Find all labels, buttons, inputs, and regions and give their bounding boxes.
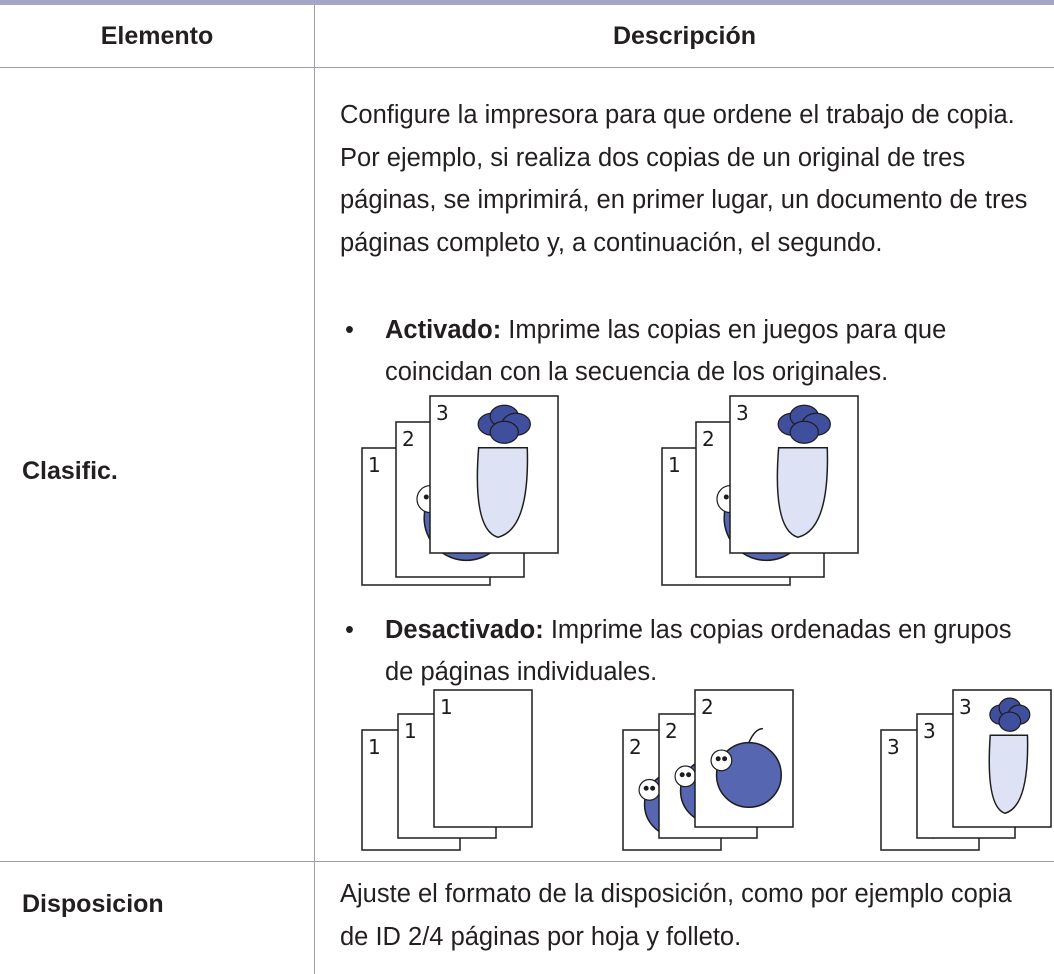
page-number: 3 (436, 401, 449, 425)
worm-eye (423, 494, 429, 500)
carrot-body (776, 447, 829, 539)
option-text: Desactivado: Imprime las copias ordenada… (385, 609, 1035, 693)
header-cell: Descripción (612, 22, 757, 50)
option: • Desactivado: Imprime las copias ordena… (345, 609, 1035, 693)
carrot-leaf (998, 711, 1022, 732)
option: • Activado: Imprime las copias en juegos… (345, 309, 1035, 393)
worm (638, 778, 661, 801)
carrot-leaf (489, 420, 519, 444)
worm-eye (686, 772, 692, 778)
option-label: Desactivado: (385, 616, 544, 644)
page-number: 3 (887, 735, 900, 759)
page-number: 2 (702, 427, 715, 451)
option-description: Imprime las copias en juegos para que co… (385, 316, 947, 386)
header-rule (0, 67, 1054, 68)
page-number: 3 (736, 401, 749, 425)
worm-eye (722, 756, 728, 762)
bullet: • (345, 616, 354, 644)
page-number: 1 (368, 735, 381, 759)
bullet: • (345, 316, 354, 344)
item-cell: Clasific. (22, 457, 118, 485)
page-number: 3 (923, 719, 936, 743)
description: Ajuste el formato de la disposición, com… (340, 880, 1012, 951)
worm-eye (643, 785, 649, 791)
page-number: 1 (404, 719, 417, 743)
header-cell: Elemento (100, 22, 214, 50)
worm-eye (650, 785, 656, 791)
page-number: 3 (959, 695, 972, 719)
apple-stem (748, 727, 763, 743)
worm-eye (679, 772, 685, 778)
worm-eye (723, 494, 729, 500)
worm-eye (715, 756, 721, 762)
item-cell: Disposicion (22, 890, 164, 918)
page-number: 1 (368, 453, 381, 477)
worm (710, 749, 733, 772)
option-label: Activado: (385, 316, 502, 344)
page (433, 689, 533, 828)
top-rule (0, 0, 1054, 5)
description: Configure la impresora para que ordene e… (340, 101, 1028, 257)
column-rule (314, 5, 315, 974)
page-number: 2 (402, 427, 415, 451)
option-text: Activado: Imprime las copias en juegos p… (385, 309, 1035, 393)
page-number: 1 (668, 453, 681, 477)
page-number: 2 (665, 719, 678, 743)
worm (674, 765, 697, 788)
carrot-leaf (789, 420, 819, 444)
carrot-body (476, 447, 529, 539)
carrot-body (988, 734, 1029, 815)
page-number: 2 (629, 735, 642, 759)
option-description: Imprime las copias ordenadas en grupos d… (385, 616, 1012, 686)
row-rule (0, 861, 1054, 862)
page-number: 1 (440, 695, 453, 719)
page-number: 2 (701, 695, 714, 719)
